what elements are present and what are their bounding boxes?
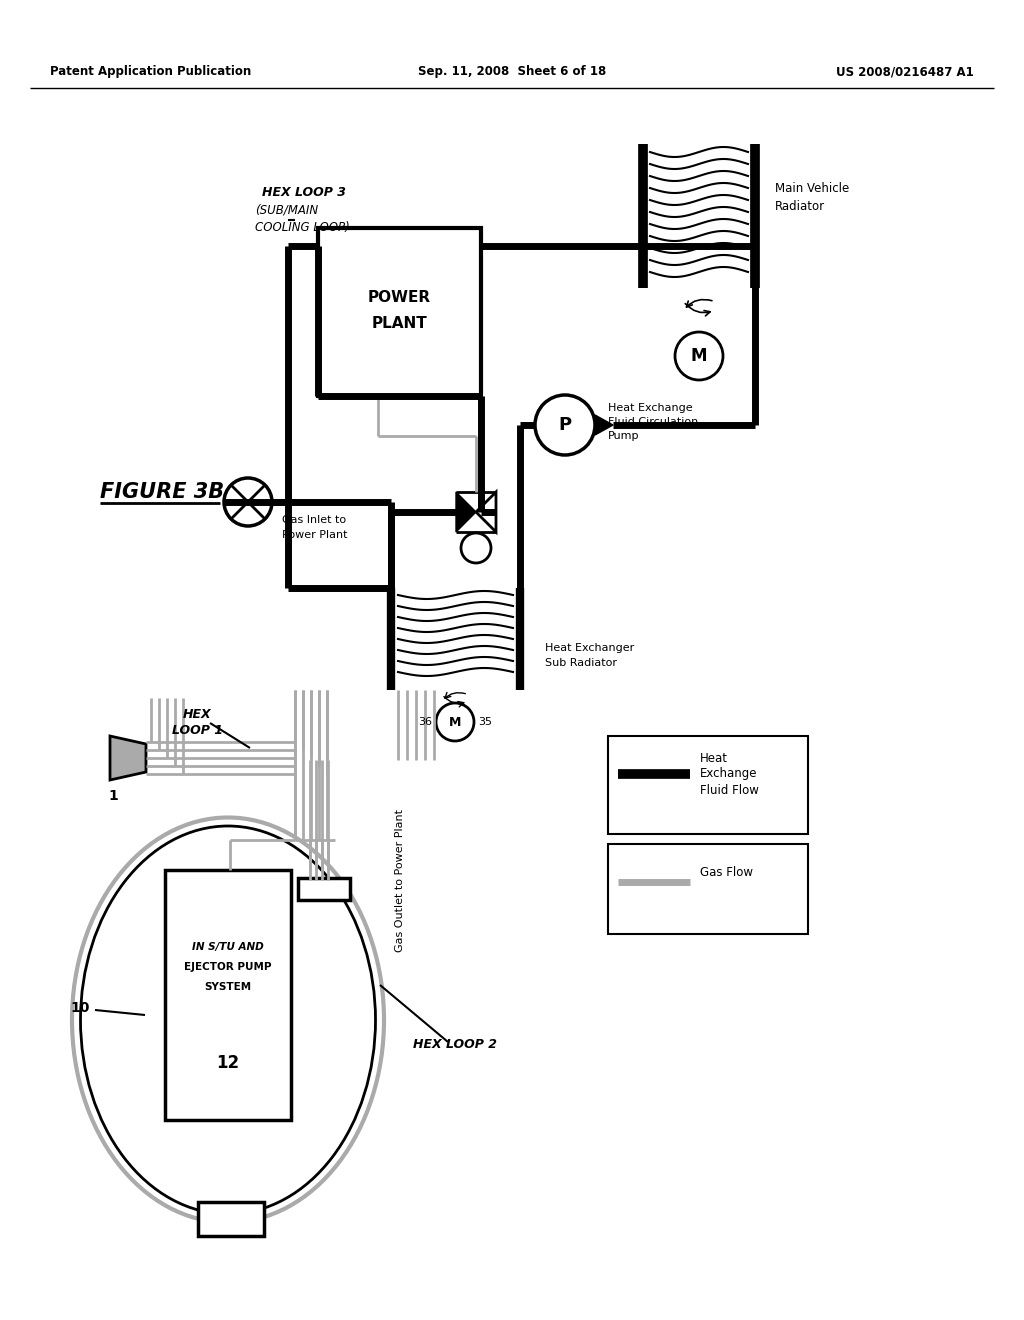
Text: 10: 10 — [71, 1001, 90, 1015]
Text: POWER: POWER — [368, 290, 431, 305]
Text: HEX LOOP 2: HEX LOOP 2 — [413, 1039, 497, 1052]
Text: Gas Flow: Gas Flow — [700, 866, 753, 879]
Text: 1: 1 — [109, 789, 118, 803]
Circle shape — [461, 533, 490, 564]
Text: IN S/TU AND: IN S/TU AND — [193, 942, 264, 952]
Circle shape — [436, 704, 474, 741]
Polygon shape — [110, 737, 146, 780]
Text: LOOP 1: LOOP 1 — [171, 725, 222, 738]
Text: Sub Radiator: Sub Radiator — [545, 657, 617, 668]
Text: US 2008/0216487 A1: US 2008/0216487 A1 — [837, 66, 974, 78]
Text: Main Vehicle: Main Vehicle — [775, 181, 849, 194]
Bar — [165, 870, 291, 1119]
Text: HEX LOOP 3: HEX LOOP 3 — [262, 186, 346, 198]
Text: M: M — [449, 715, 461, 729]
Circle shape — [224, 478, 272, 525]
Text: Gas Inlet to: Gas Inlet to — [282, 515, 346, 525]
Text: 12: 12 — [216, 1053, 240, 1072]
Text: Patent Application Publication: Patent Application Publication — [50, 66, 251, 78]
Bar — [608, 843, 808, 935]
Text: Fluid Circulation: Fluid Circulation — [608, 417, 698, 426]
Text: 36: 36 — [418, 717, 432, 727]
Bar — [608, 737, 808, 834]
Text: Radiator: Radiator — [775, 201, 825, 214]
Text: 35: 35 — [478, 717, 492, 727]
Text: (SUB/MAIN: (SUB/MAIN — [255, 203, 318, 216]
Text: PLANT: PLANT — [372, 317, 427, 331]
Text: M: M — [691, 347, 708, 366]
Circle shape — [535, 395, 595, 455]
Bar — [198, 1203, 264, 1236]
Bar — [318, 228, 481, 396]
Circle shape — [675, 333, 723, 380]
Text: HEX: HEX — [182, 709, 211, 722]
Text: Heat Exchange: Heat Exchange — [608, 403, 692, 413]
Text: P: P — [558, 416, 571, 434]
Text: Pump: Pump — [608, 432, 640, 441]
Polygon shape — [456, 492, 476, 532]
Text: Sep. 11, 2008  Sheet 6 of 18: Sep. 11, 2008 Sheet 6 of 18 — [418, 66, 606, 78]
Polygon shape — [595, 414, 613, 436]
Text: FIGURE 3B: FIGURE 3B — [100, 482, 224, 502]
Text: COOLING LOOP): COOLING LOOP) — [255, 222, 350, 235]
Text: Power Plant: Power Plant — [282, 531, 347, 540]
Text: Gas Outlet to Power Plant: Gas Outlet to Power Plant — [395, 808, 406, 952]
Bar — [298, 878, 350, 900]
Text: Heat: Heat — [700, 751, 728, 764]
Text: Fluid Flow: Fluid Flow — [700, 784, 759, 796]
Text: Exchange: Exchange — [700, 767, 758, 780]
Polygon shape — [476, 492, 496, 532]
Text: Heat Exchanger: Heat Exchanger — [545, 643, 634, 653]
Text: SYSTEM: SYSTEM — [205, 982, 252, 993]
Text: EJECTOR PUMP: EJECTOR PUMP — [184, 962, 271, 972]
